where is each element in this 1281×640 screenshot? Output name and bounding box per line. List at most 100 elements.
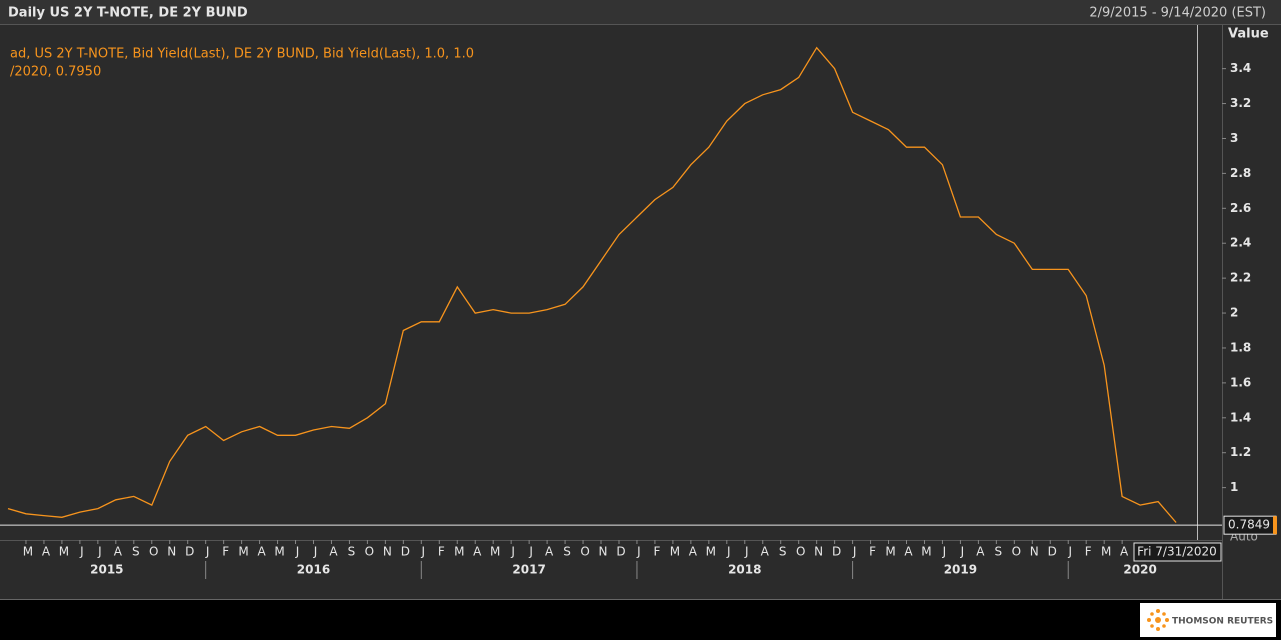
y-tick-label: 3.2 [1230,96,1251,110]
x-year-label: 2016 [297,563,330,577]
x-tick-label: N [599,545,608,559]
y-tick-label: 1.2 [1230,445,1251,459]
x-tick-label: M [670,545,680,559]
date-range: 2/9/2015 - 9/14/2020 (EST) [1089,6,1266,21]
logo-dot [1165,618,1169,622]
footer [0,600,1281,640]
brand: THOMSON REUTERS [1172,617,1273,627]
logo-dot [1147,618,1151,622]
y-tick-label: 2 [1230,306,1238,320]
x-tick-label: M [238,545,248,559]
x-tick-label: O [1012,545,1021,559]
x-tick-label: A [1120,545,1129,559]
logo-box [1140,603,1276,637]
x-year-label: 2020 [1123,563,1156,577]
x-tick-label: D [401,545,410,559]
last-value-flag [1273,516,1277,535]
x-year-label: 2017 [512,563,545,577]
x-tick-label: A [257,545,266,559]
x-tick-label: J [205,545,210,559]
crosshair-label: Fri 7/31/2020 [1137,545,1217,559]
x-tick-label: A [761,545,770,559]
x-tick-label: F [1085,545,1092,559]
x-tick-label: J [79,545,84,559]
logo-dot [1162,624,1166,628]
x-tick-label: F [438,545,445,559]
x-tick-label: S [779,545,787,559]
x-tick-label: A [904,545,913,559]
y-tick-label: 2.4 [1230,236,1251,250]
legend-text: ad, US 2Y T-NOTE, Bid Yield(Last), DE 2Y… [10,47,474,62]
x-tick-label: J [528,545,533,559]
x-tick-label: J [942,545,947,559]
x-tick-label: A [42,545,51,559]
x-tick-label: J [97,545,102,559]
x-year-label: 2015 [90,563,123,577]
x-tick-label: M [921,545,931,559]
logo-dot [1156,609,1160,613]
x-tick-label: J [313,545,318,559]
y-tick-label: 2.2 [1230,271,1251,285]
x-tick-label: J [636,545,641,559]
y-tick-label: 1 [1230,480,1238,494]
x-tick-label: S [995,545,1003,559]
x-tick-label: F [653,545,660,559]
x-tick-label: M [706,545,716,559]
x-tick-label: O [149,545,158,559]
y-tick-label: 1.4 [1230,410,1251,424]
x-tick-label: J [1067,545,1072,559]
chart-title: Daily US 2Y T-NOTE, DE 2Y BUND [8,6,248,21]
x-tick-label: S [132,545,140,559]
y-tick-label: 2.8 [1230,166,1251,180]
logo-dot [1162,612,1166,616]
title-bar [0,0,1281,24]
x-tick-label: M [23,545,33,559]
x-year-label: 2019 [944,563,977,577]
series-line [7,46,1177,523]
logo-dot [1155,617,1161,623]
y-tick-label: 3.4 [1230,61,1251,75]
logo-dot [1150,624,1154,628]
x-tick-label: N [1030,545,1039,559]
x-tick-label: M [885,545,895,559]
x-tick-label: F [869,545,876,559]
y-axis-title: Value [1228,27,1269,42]
x-tick-label: A [689,545,698,559]
legend-text: /2020, 0.7950 [10,65,101,80]
last-value-label: 0.7849 [1228,518,1270,532]
x-tick-label: N [167,545,176,559]
x-tick-label: F [222,545,229,559]
x-tick-label: M [454,545,464,559]
y-tick-label: 1.6 [1230,375,1251,389]
x-tick-label: M [59,545,69,559]
y-tick-label: 3 [1230,131,1238,145]
crosshair-box [1133,542,1222,562]
x-tick-label: N [814,545,823,559]
x-tick-label: S [348,545,356,559]
x-tick-label: D [1048,545,1057,559]
x-tick-label: M [490,545,500,559]
x-tick-label: J [295,545,300,559]
x-tick-label: D [832,545,841,559]
logo-mark [1147,609,1169,631]
x-tick-label: M [1101,545,1111,559]
x-tick-label: O [580,545,589,559]
x-tick-label: O [796,545,805,559]
panel [0,0,1281,600]
x-tick-label: A [114,545,123,559]
x-tick-label: J [510,545,515,559]
x-tick-label: A [329,545,338,559]
x-tick-label: A [545,545,554,559]
x-tick-label: D [616,545,625,559]
x-tick-label: O [365,545,374,559]
x-tick-label: A [976,545,985,559]
plot [7,46,1177,523]
x-tick-label: J [421,545,426,559]
x-tick-label: J [852,545,857,559]
x-tick-label: J [960,545,965,559]
x-tick-label: A [473,545,482,559]
x-tick-label: N [383,545,392,559]
logo-dot [1150,612,1154,616]
x-tick-label: J [726,545,731,559]
